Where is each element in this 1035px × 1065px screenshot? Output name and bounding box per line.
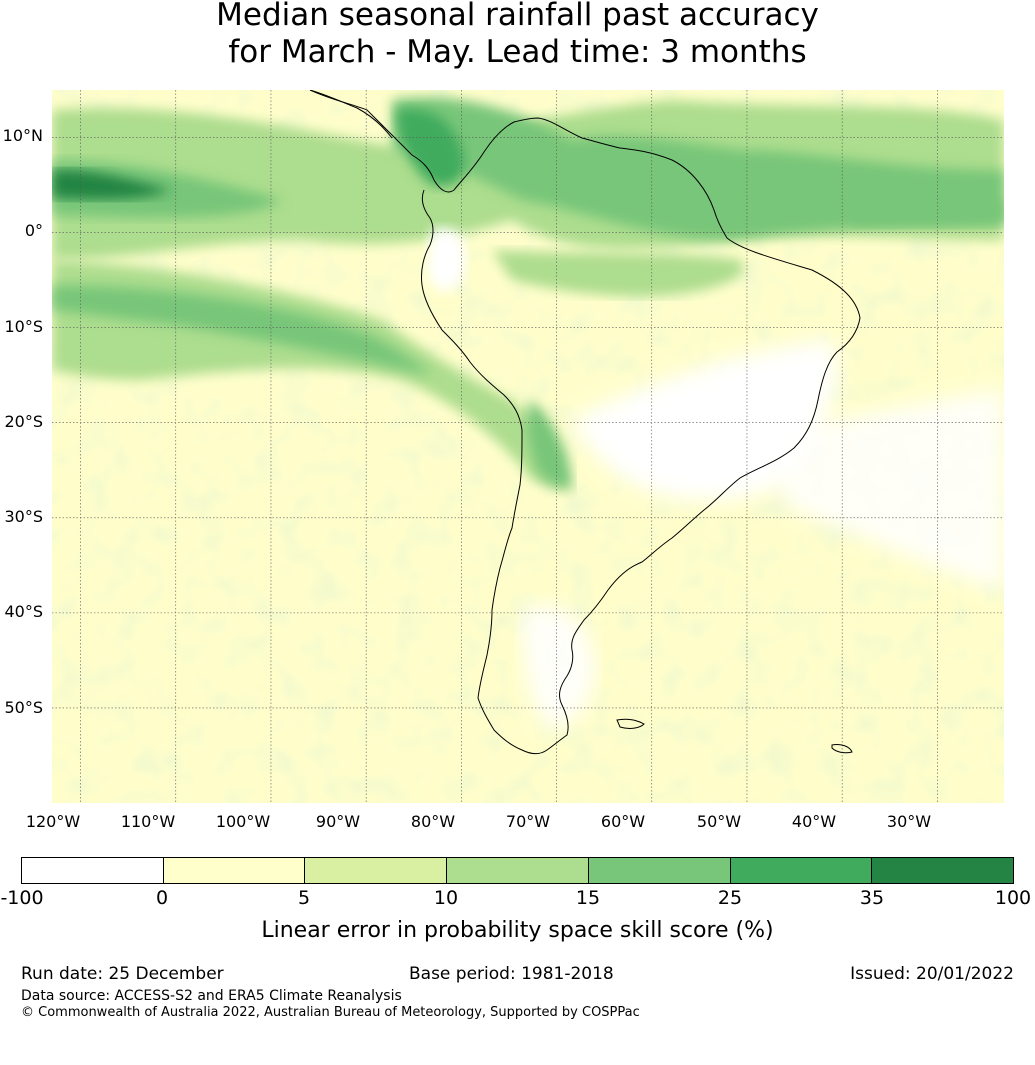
lon-label-90w: 90°W (315, 812, 361, 831)
lon-label-60w: 60°W (600, 812, 646, 831)
lon-label-40w: 40°W (791, 812, 837, 831)
lon-label-100w: 100°W (215, 812, 271, 831)
colorbar-tick: 25 (717, 887, 743, 909)
map-title-line-2: for March - May. Lead time: 3 months (228, 34, 807, 70)
skill-band-amazon-north (392, 97, 1004, 240)
colorbar-tick: 5 (297, 887, 311, 909)
lat-label-10n: 10°N (2, 126, 43, 145)
lat-label-40s: 40°S (4, 602, 43, 621)
colorbar-tick: 35 (859, 887, 885, 909)
skill-band-core-dark (52, 169, 172, 200)
low-skill-regions (427, 228, 1004, 730)
lon-label-120w: 120°W (25, 812, 81, 831)
low-skill-continent-interior (572, 340, 838, 501)
lon-label-110w: 110°W (120, 812, 176, 831)
coastline-islands-south (616, 718, 853, 754)
lat-label-20s: 20°S (4, 412, 43, 431)
copyright: © Commonwealth of Australia 2022, Austra… (21, 1005, 640, 1020)
lon-label-70w: 70°W (505, 812, 551, 831)
low-skill-pacific-coast (427, 228, 466, 291)
skill-band-south-pacific-core (52, 285, 432, 375)
base-period: Base period: 1981-2018 (409, 964, 614, 984)
low-skill-patagonia (522, 606, 595, 730)
lon-label-80w: 80°W (410, 812, 456, 831)
colorbar (21, 857, 1014, 884)
colorbar-segment-5 (730, 858, 873, 883)
issued-date: Issued: 20/01/2022 (850, 964, 1014, 984)
skill-band-atlantic-east (852, 197, 1004, 227)
lon-label-50w: 50°W (696, 812, 742, 831)
low-skill-brazil-southeast (770, 390, 1004, 590)
coastlines (309, 90, 861, 755)
colorbar-label: Linear error in probability space skill … (261, 918, 774, 943)
colorbar-segment-0 (22, 858, 164, 883)
lat-label-30s: 30°S (4, 507, 43, 526)
colorbar-tick: 10 (433, 887, 459, 909)
colorbar-segment-3 (447, 858, 589, 883)
colorbar-segment-1 (163, 858, 306, 883)
colorbar-segment-6 (872, 858, 1014, 883)
map-title-line-1: Median seasonal rainfall past accuracy (216, 0, 819, 33)
colorbar-tick: 0 (155, 887, 169, 909)
colorbar-segment-4 (588, 858, 731, 883)
gridlines (52, 90, 1004, 803)
lat-label-10s: 10°S (4, 317, 43, 336)
skill-band-central-america (397, 109, 465, 187)
colorbar-tick: 100 (994, 887, 1032, 909)
skill-bands (52, 97, 1004, 490)
skill-band-amazon-lower (492, 250, 744, 297)
coastline-central-america (309, 90, 393, 139)
skill-band-andes (526, 400, 572, 490)
coastline-south-america (309, 90, 861, 755)
lat-label-50s: 50°S (4, 698, 43, 717)
colorbar-tick: 15 (575, 887, 601, 909)
skill-score-map (52, 90, 1004, 803)
data-source: Data source: ACCESS-S2 and ERA5 Climate … (21, 988, 402, 1004)
lat-label-0: 0° (24, 221, 43, 240)
colorbar-segment-2 (305, 858, 448, 883)
colorbar-tick: -100 (0, 887, 44, 909)
lon-label-30w: 30°W (886, 812, 932, 831)
run-date: Run date: 25 December (21, 964, 224, 984)
